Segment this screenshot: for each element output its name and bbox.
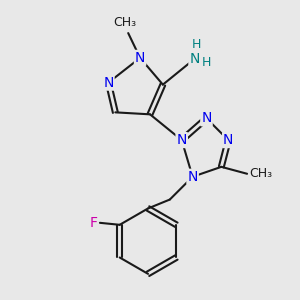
Text: H: H [202, 56, 211, 69]
Text: H: H [192, 38, 201, 51]
Text: F: F [90, 216, 98, 230]
Text: N: N [176, 133, 187, 147]
Text: CH₃: CH₃ [249, 167, 272, 180]
Text: N: N [223, 133, 233, 147]
Text: N: N [103, 76, 114, 90]
Text: N: N [135, 51, 145, 65]
Text: CH₃: CH₃ [114, 16, 137, 29]
Text: N: N [188, 170, 198, 184]
Text: N: N [201, 111, 212, 125]
Text: N: N [189, 52, 200, 66]
